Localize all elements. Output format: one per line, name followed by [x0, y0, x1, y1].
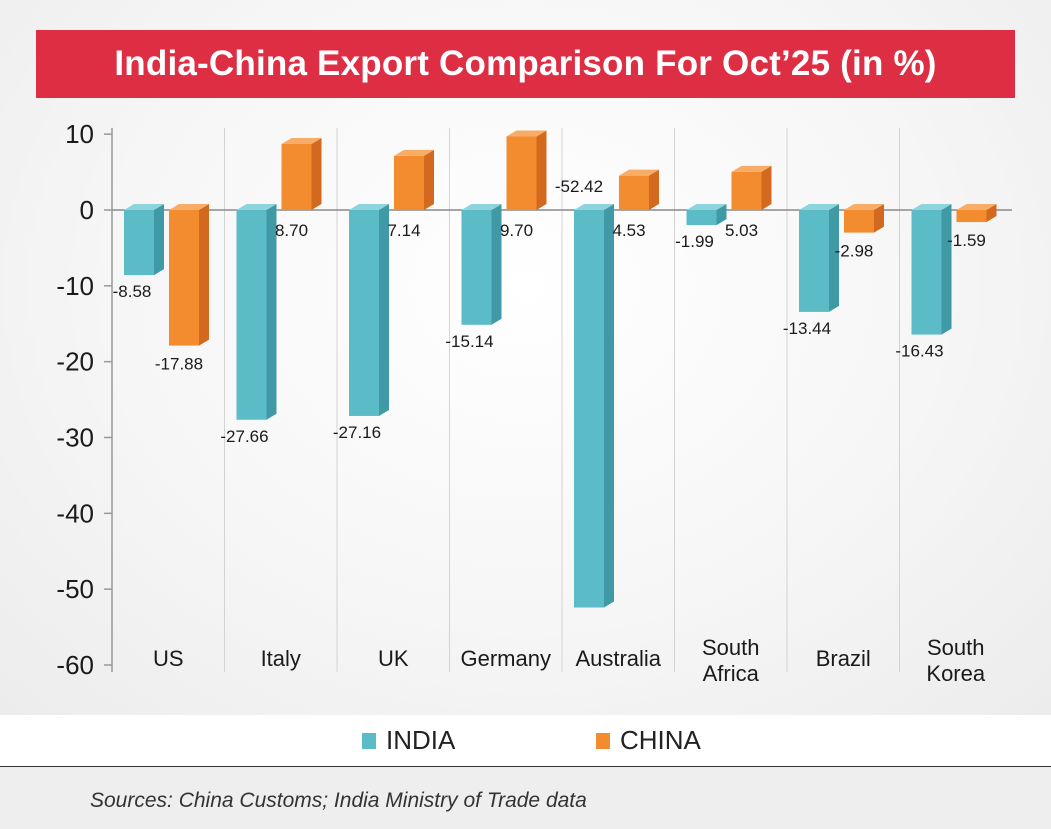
india-bar-top	[236, 204, 277, 210]
india-bar-side	[491, 204, 502, 325]
china-bar-side	[761, 165, 772, 210]
y-tick-label: -10	[56, 271, 94, 301]
india-value-label: -13.44	[783, 319, 831, 338]
y-tick-label: -60	[56, 650, 94, 680]
india-value-label: -16.43	[895, 342, 943, 361]
category-label: Brazil	[816, 646, 871, 671]
india-value-label: -27.16	[333, 423, 381, 442]
legend-swatch-china	[596, 732, 610, 749]
india-value-label: -52.42	[555, 177, 603, 196]
category-label: South	[702, 635, 760, 660]
india-bar-top	[686, 204, 727, 210]
india-bar	[574, 210, 604, 608]
y-tick-label: 0	[80, 195, 94, 225]
category-label: Australia	[575, 646, 661, 671]
china-bar-top	[169, 204, 209, 210]
china-bar	[619, 175, 649, 210]
legend-item-india: INDIA	[362, 725, 455, 756]
china-bar-top	[619, 169, 659, 176]
category-label: US	[153, 646, 184, 671]
china-bar	[956, 210, 987, 223]
legend-swatch-india	[362, 732, 376, 749]
india-bar-top	[461, 204, 502, 210]
category-label: Italy	[261, 646, 301, 671]
china-value-label: 5.03	[725, 221, 758, 240]
india-bar-top	[799, 204, 839, 210]
india-bar-top	[349, 204, 389, 210]
china-value-label: 8.70	[275, 221, 308, 240]
india-bar-top	[911, 204, 952, 210]
india-bar-side	[716, 204, 727, 226]
y-tick-label: 10	[65, 119, 94, 149]
india-bar-side	[266, 204, 277, 420]
title-banner: India-China Export Comparison For Oct’25…	[36, 30, 1015, 98]
legend-item-china: CHINA	[596, 725, 701, 756]
china-bar	[169, 210, 199, 346]
china-value-label: 9.70	[500, 221, 533, 240]
china-bar	[844, 210, 874, 233]
china-bar-side	[199, 204, 209, 346]
china-bar-top	[844, 204, 884, 210]
india-bar	[686, 210, 717, 226]
y-tick-label: -20	[56, 347, 94, 377]
china-value-label: -17.88	[155, 355, 203, 374]
china-bar	[506, 136, 537, 210]
china-bar-top	[731, 165, 772, 172]
india-bar-side	[604, 204, 614, 608]
y-tick-label: -30	[56, 423, 94, 453]
china-bar-top	[506, 130, 547, 137]
india-bar	[236, 210, 267, 420]
china-bar	[731, 171, 762, 210]
india-bar-side	[154, 204, 164, 276]
india-bar	[799, 210, 829, 312]
china-bar-top	[956, 204, 997, 210]
legend: INDIA CHINA	[0, 715, 1051, 765]
india-bar	[124, 210, 154, 276]
china-bar-side	[536, 130, 547, 210]
india-bar-side	[379, 204, 389, 416]
china-bar-top	[394, 149, 434, 156]
china-value-label: 7.14	[387, 221, 420, 240]
legend-label-china: CHINA	[620, 725, 701, 755]
india-value-label: -27.66	[220, 427, 268, 446]
india-value-label: -15.14	[445, 332, 493, 351]
category-label: South	[927, 635, 985, 660]
china-bar-side	[424, 149, 434, 210]
y-tick-label: -40	[56, 498, 94, 528]
china-value-label: -2.98	[835, 242, 874, 261]
source-text: Sources: China Customs; India Ministry o…	[90, 789, 587, 812]
china-value-label: -1.59	[947, 231, 986, 250]
india-bar-side	[941, 204, 952, 335]
chart-background	[0, 0, 1051, 715]
chart-plot: 10 0 -10 -20 -30 -40 -50 -60 -8.58 -17.88 US -27.66…	[56, 119, 1012, 686]
india-bar	[461, 210, 492, 325]
china-bar-top	[281, 138, 322, 145]
china-value-label: 4.53	[612, 221, 645, 240]
y-tick-label: -50	[56, 574, 94, 604]
china-bar-side	[986, 204, 997, 223]
category-label: Germany	[461, 646, 551, 671]
india-bar	[911, 210, 942, 335]
category-label: Korea	[926, 661, 985, 686]
china-bar-side	[649, 169, 659, 210]
source-footer: Sources: China Customs; India Ministry o…	[0, 766, 1051, 829]
india-bar-top	[574, 204, 614, 210]
chart-title: India-China Export Comparison For Oct’25…	[114, 44, 937, 83]
china-bar-side	[311, 138, 322, 210]
china-bar	[281, 144, 312, 210]
india-bar-top	[124, 204, 164, 210]
india-bar	[349, 210, 379, 416]
india-value-label: -1.99	[675, 232, 714, 251]
china-bar	[394, 155, 424, 210]
category-label: UK	[378, 646, 409, 671]
india-value-label: -8.58	[113, 282, 152, 301]
category-label: Africa	[703, 661, 760, 686]
china-bar-side	[874, 204, 884, 233]
india-bar-side	[829, 204, 839, 312]
legend-label-india: INDIA	[386, 725, 456, 755]
